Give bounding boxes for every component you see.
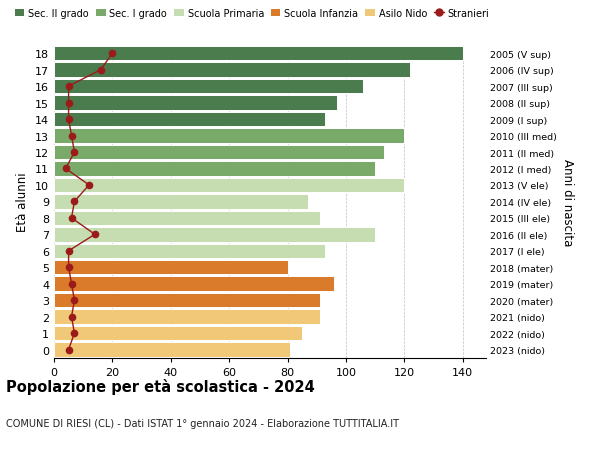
Legend: Sec. II grado, Sec. I grado, Scuola Primaria, Scuola Infanzia, Asilo Nido, Stran: Sec. II grado, Sec. I grado, Scuola Prim… xyxy=(11,5,493,22)
Bar xyxy=(54,129,404,144)
Bar xyxy=(54,342,290,357)
Bar xyxy=(54,244,325,258)
Bar xyxy=(54,178,404,193)
Bar xyxy=(54,80,364,94)
Bar xyxy=(54,47,463,62)
Bar xyxy=(54,211,320,226)
Y-axis label: Anni di nascita: Anni di nascita xyxy=(561,158,574,246)
Bar xyxy=(54,326,302,341)
Bar xyxy=(54,112,325,127)
Bar xyxy=(54,310,320,324)
Bar xyxy=(54,162,375,176)
Text: Popolazione per età scolastica - 2024: Popolazione per età scolastica - 2024 xyxy=(6,379,315,395)
Bar xyxy=(54,293,320,308)
Text: COMUNE DI RIESI (CL) - Dati ISTAT 1° gennaio 2024 - Elaborazione TUTTITALIA.IT: COMUNE DI RIESI (CL) - Dati ISTAT 1° gen… xyxy=(6,418,399,428)
Y-axis label: Età alunni: Età alunni xyxy=(16,172,29,232)
Bar xyxy=(54,146,384,160)
Bar xyxy=(54,195,308,209)
Bar xyxy=(54,228,375,242)
Bar xyxy=(54,63,410,78)
Bar xyxy=(54,96,337,111)
Bar xyxy=(54,260,287,275)
Bar xyxy=(54,277,334,291)
